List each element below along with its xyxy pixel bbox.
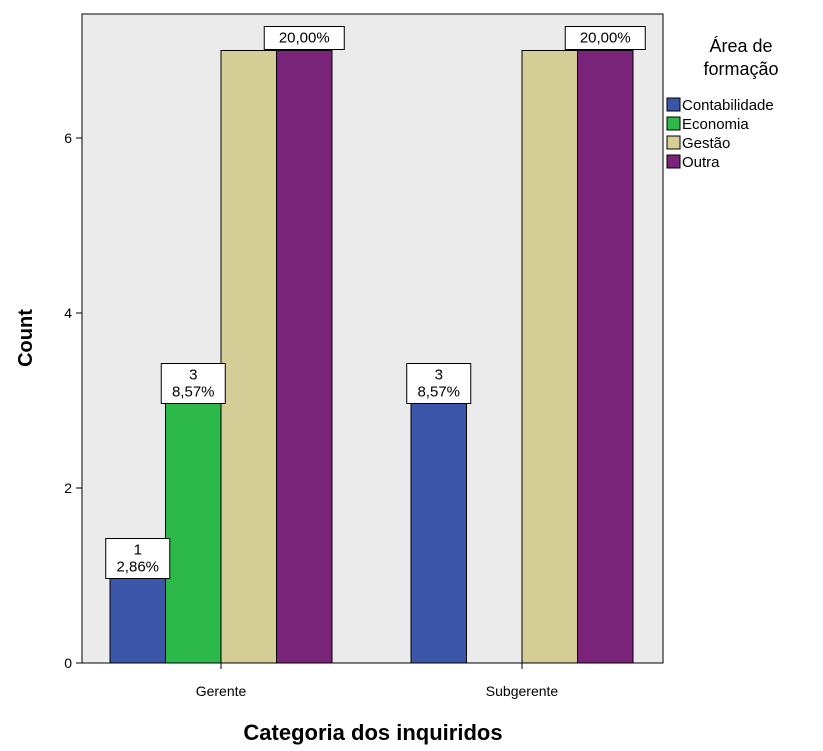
y-tick-label-4: 4 xyxy=(64,305,72,321)
legend-label: Contabilidade xyxy=(682,97,774,114)
data-label-box xyxy=(564,26,646,50)
bar-outra-subgerente xyxy=(577,50,634,664)
legend-swatch xyxy=(666,135,681,150)
data-label-text: 20,00% xyxy=(580,30,631,47)
legend-swatch xyxy=(666,97,681,112)
data-label-contabilidade-gerente: 12,86% xyxy=(105,538,171,579)
legend-title-line-1: Área de xyxy=(709,36,772,56)
legend-label: Gestão xyxy=(682,135,730,152)
data-label-text: 2,86% xyxy=(116,559,159,576)
bar-outra-gerente xyxy=(276,50,333,664)
bar-economia-gerente xyxy=(165,400,222,664)
legend-item-contabilidade: Contabilidade xyxy=(666,97,774,114)
data-label-economia-gerente: 38,57% xyxy=(160,363,226,404)
y-tick-label-0: 0 xyxy=(64,655,72,671)
legend-swatch xyxy=(666,154,681,169)
data-label-box xyxy=(406,363,472,404)
data-label-text: 8,57% xyxy=(172,384,215,401)
data-label-text: 3 xyxy=(435,367,443,384)
x-tick-label-subgerente: Subgerente xyxy=(486,683,559,699)
bar-gestão-subgerente xyxy=(521,50,578,664)
y-tick-label-6: 6 xyxy=(64,130,72,146)
legend-label: Economia xyxy=(682,116,749,133)
data-label-contabilidade-subgerente: 38,57% xyxy=(406,363,472,404)
legend-title-line-2: formação xyxy=(703,59,778,79)
data-label-outra-gerente: 20,00% xyxy=(263,26,345,50)
data-label-text: 1 xyxy=(134,542,142,559)
y-axis-title: Count xyxy=(15,309,37,367)
legend-label: Outra xyxy=(682,154,720,171)
bar-contabilidade-subgerente xyxy=(410,400,467,664)
data-label-text: 20,00% xyxy=(279,30,330,47)
x-tick-label-gerente: Gerente xyxy=(196,683,247,699)
legend: Área de formação Contabilidade Economia Ge… xyxy=(666,36,779,171)
legend-item-economia: Economia xyxy=(666,116,749,133)
legend-swatch xyxy=(666,116,681,131)
x-axis-title: Categoria dos inquiridos xyxy=(243,720,502,745)
y-tick-label-2: 2 xyxy=(64,480,72,496)
data-label-text: 8,57% xyxy=(417,384,460,401)
bar-gestão-gerente xyxy=(220,50,277,664)
data-label-outra-subgerente: 20,00% xyxy=(564,26,646,50)
legend-item-gestão: Gestão xyxy=(666,135,730,152)
data-label-box xyxy=(263,26,345,50)
data-label-box xyxy=(160,363,226,404)
bar-contabilidade-gerente xyxy=(109,575,166,664)
legend-item-outra: Outra xyxy=(666,154,720,171)
data-label-text: 3 xyxy=(189,367,197,384)
data-label-box xyxy=(105,538,171,579)
